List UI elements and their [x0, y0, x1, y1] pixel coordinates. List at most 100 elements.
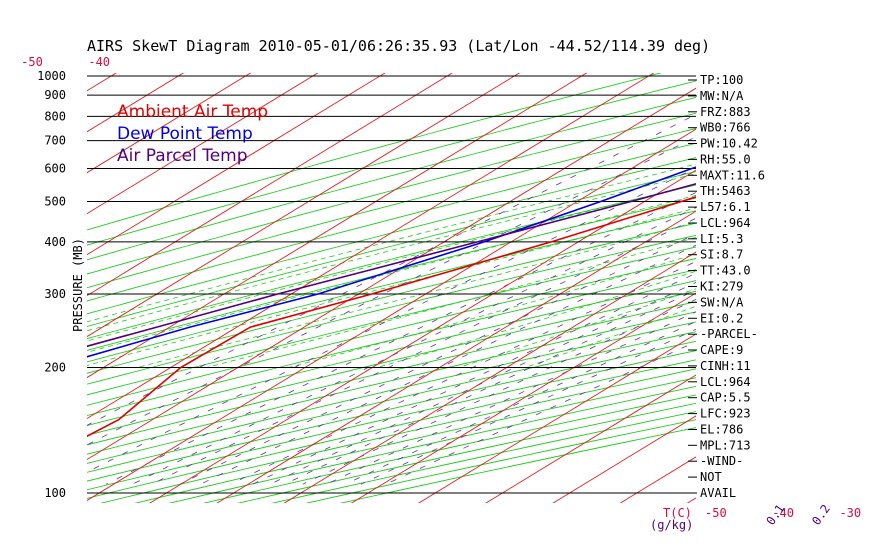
- pressure-tick-label: 800: [44, 109, 66, 123]
- isotherm-line: [87, 73, 319, 215]
- isobars: [87, 75, 696, 494]
- isotherm-line: [87, 73, 655, 420]
- isotherm-line: [87, 73, 521, 338]
- series-line-1: [87, 166, 696, 358]
- dry-adiabat-line: [87, 184, 696, 340]
- mixing-ratio-label: 0.2: [809, 502, 833, 528]
- moist-adiabat-line: [87, 183, 696, 342]
- dry-adiabat-line: [87, 96, 696, 261]
- x-axis-label-temp: T(C): [663, 506, 692, 520]
- top-temp-tick-label: -40: [88, 55, 110, 69]
- stat-item: RH:55.0: [700, 152, 751, 166]
- isotherm-line: [87, 73, 252, 174]
- dry-adiabat-line: [87, 234, 696, 385]
- stat-item: LCL:964: [700, 216, 751, 230]
- stat-item: TT:43.0: [700, 264, 751, 278]
- pressure-tick-label: 400: [44, 235, 66, 249]
- pressure-tick-label: 300: [44, 287, 66, 301]
- stat-item: LI:5.3: [700, 232, 743, 246]
- dry-adiabat-line: [87, 222, 696, 374]
- chart-title: AIRS SkewT Diagram 2010-05-01/06:26:35.9…: [87, 37, 710, 55]
- isotherm-line: [87, 87, 696, 461]
- dry-adiabat-line: [87, 80, 696, 246]
- pressure-axis: 100 200 300 400 500 600 700 800 900 1000: [37, 69, 66, 500]
- stat-item: TH:5463: [700, 184, 751, 198]
- stat-item: AVAIL: [700, 486, 736, 500]
- bottom-temp-tick-label: -40: [772, 506, 794, 520]
- mixing-ratio-line: [200, 244, 696, 485]
- dry-adiabat-line: [87, 171, 696, 327]
- isotherm-line: [87, 128, 696, 501]
- bottom-temp-tick-label: -30: [839, 506, 861, 520]
- stat-item: EL:786: [700, 423, 743, 437]
- dry-adiabat-line: [87, 321, 696, 464]
- dry-adiabat-line: [87, 311, 696, 455]
- dry-adiabat-line: [87, 290, 696, 436]
- mixing-ratio-line: [87, 114, 696, 426]
- stat-item: EI:0.2: [700, 311, 743, 325]
- dry-adiabat-line: [87, 112, 696, 275]
- dry-adiabat-line: [87, 280, 696, 427]
- mixing-ratio-line: [252, 272, 696, 485]
- dry-adiabat-line: [87, 246, 696, 396]
- dry-adiabat-line: [87, 157, 696, 315]
- plot-area: [87, 73, 696, 503]
- stat-item: CINH:11: [700, 359, 751, 373]
- dry-adiabat-line: [87, 73, 663, 231]
- isotherms: [87, 73, 696, 503]
- legend-entry-0: Ambient Air Temp: [117, 102, 268, 122]
- pressure-tick-label: 1000: [37, 69, 66, 83]
- mixing-ratio-line: [230, 260, 696, 485]
- dry-adiabats: [87, 73, 696, 503]
- stat-item: FRZ:883: [700, 105, 751, 119]
- stat-item: CAPE:9: [700, 343, 743, 357]
- stat-item: CAP:5.5: [700, 391, 751, 405]
- mixing-ratio-lines: [87, 114, 696, 485]
- stat-item: LCL:964: [700, 375, 751, 389]
- isotherm-line: [485, 374, 696, 503]
- dry-adiabat-line: [87, 269, 696, 417]
- mixing-ratio-line: [326, 311, 696, 485]
- sounding-series: [87, 166, 696, 438]
- mixing-ratio-line: [132, 206, 696, 485]
- dry-adiabat-line: [305, 419, 696, 503]
- stat-item: SI:8.7: [700, 248, 743, 262]
- bottom-temp-tick-label: -50: [705, 506, 727, 520]
- isotherm-line: [87, 73, 588, 379]
- stat-item: TP:100: [700, 73, 743, 87]
- x-axis-label-mixing: (g/kg): [650, 518, 693, 532]
- stat-item: NOT: [700, 470, 722, 484]
- top-temp-axis: -120-110-100-90-80-70-60-50-40: [21, 55, 110, 69]
- stat-item: PW:10.42: [700, 137, 758, 151]
- stat-item: SW:N/A: [700, 295, 744, 309]
- stat-item: WB0:766: [700, 121, 751, 135]
- dry-adiabat-line: [87, 128, 696, 289]
- legend-entry-1: Dew Point Temp: [117, 124, 253, 144]
- moist-adiabat-line: [458, 288, 696, 368]
- isotherm-line: [87, 73, 453, 297]
- dry-adiabat-line: [87, 142, 696, 302]
- isotherm-line: [350, 292, 696, 503]
- dry-adiabat-line: [87, 301, 696, 446]
- moist-adiabat-line: [87, 163, 696, 323]
- stat-item: LFC:923: [700, 407, 751, 421]
- y-axis-label: PRESSURE (MB): [71, 238, 85, 332]
- pressure-tick-label: 900: [44, 88, 66, 102]
- pressure-tick-label: 200: [44, 361, 66, 375]
- isotherm-line: [417, 333, 696, 503]
- mixing-ratio-line: [151, 217, 696, 485]
- series-line-0: [87, 196, 696, 438]
- isotherm-line: [87, 73, 386, 256]
- top-temp-tick-label: -50: [21, 55, 43, 69]
- stats-panel: TP:100 MW:N/A FRZ:883 WB0:766 PW:10.42RH:55.…: [688, 73, 765, 500]
- isotherm-line: [552, 415, 696, 503]
- legend-entry-2: Air Parcel Temp: [117, 146, 248, 166]
- isotherm-line: [216, 210, 696, 503]
- stat-item: KI:279: [700, 280, 743, 294]
- pressure-tick-label: 700: [44, 134, 66, 148]
- stat-item: MAXT:11.6: [700, 168, 765, 182]
- moist-adiabat-line: [206, 236, 696, 368]
- pressure-tick-label: 100: [44, 486, 66, 500]
